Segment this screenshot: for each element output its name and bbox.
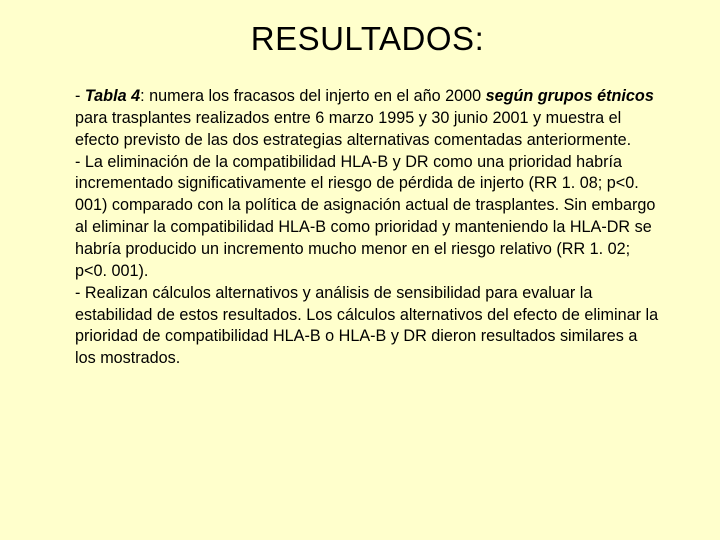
p1-t2: para trasplantes realizados entre 6 marz… (75, 109, 631, 149)
slide: RESULTADOS: - Tabla 4: numera los fracas… (0, 0, 720, 540)
p1-bold1: Tabla 4 (85, 87, 140, 105)
p1-lead: - (75, 87, 85, 105)
page-title: RESULTADOS: (75, 20, 660, 58)
p2: - La eliminación de la compatibilidad HL… (75, 153, 655, 280)
p3: - Realizan cálculos alternativos y análi… (75, 284, 658, 368)
body-text: - Tabla 4: numera los fracasos del injer… (75, 86, 660, 370)
p1-bold2: según grupos étnicos (486, 87, 654, 105)
p1-t1: : numera los fracasos del injerto en el … (140, 87, 486, 105)
